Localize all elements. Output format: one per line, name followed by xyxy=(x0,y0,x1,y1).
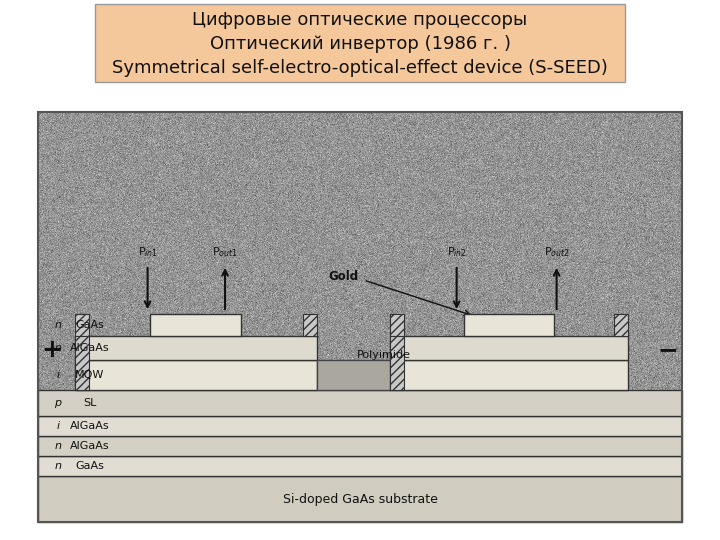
FancyBboxPatch shape xyxy=(390,336,404,390)
Text: P$_{in1}$: P$_{in1}$ xyxy=(138,245,158,259)
Text: −: − xyxy=(657,338,678,362)
Text: AlGaAs: AlGaAs xyxy=(70,441,110,451)
Text: AlGaAs: AlGaAs xyxy=(70,421,110,431)
FancyBboxPatch shape xyxy=(464,314,554,336)
FancyBboxPatch shape xyxy=(38,436,682,456)
FancyBboxPatch shape xyxy=(95,4,625,82)
FancyBboxPatch shape xyxy=(38,390,682,416)
FancyBboxPatch shape xyxy=(75,314,89,336)
FancyBboxPatch shape xyxy=(150,314,241,336)
Text: n: n xyxy=(55,461,61,471)
Text: Si-doped GaAs substrate: Si-doped GaAs substrate xyxy=(282,492,438,505)
Text: n: n xyxy=(55,320,61,330)
Text: +: + xyxy=(42,338,63,362)
Text: p: p xyxy=(55,398,62,408)
Text: i: i xyxy=(56,421,60,431)
Text: P$_{out1}$: P$_{out1}$ xyxy=(212,245,238,259)
Text: Оптический инвертор (1986 г. ): Оптический инвертор (1986 г. ) xyxy=(210,35,510,53)
FancyBboxPatch shape xyxy=(303,314,317,336)
Text: AlGaAs: AlGaAs xyxy=(70,343,110,353)
FancyBboxPatch shape xyxy=(390,314,404,336)
Text: GaAs: GaAs xyxy=(76,461,104,471)
FancyBboxPatch shape xyxy=(75,336,317,360)
Text: P$_{in2}$: P$_{in2}$ xyxy=(446,245,467,259)
Text: i: i xyxy=(56,370,60,380)
Text: Gold: Gold xyxy=(328,269,359,282)
Text: Цифровые оптические процессоры: Цифровые оптические процессоры xyxy=(192,11,528,29)
Text: Polyimide: Polyimide xyxy=(356,350,410,360)
FancyBboxPatch shape xyxy=(317,360,390,390)
FancyBboxPatch shape xyxy=(614,314,628,336)
FancyBboxPatch shape xyxy=(38,456,682,476)
FancyBboxPatch shape xyxy=(38,476,682,522)
Text: n: n xyxy=(55,343,61,353)
Text: SL: SL xyxy=(84,398,96,408)
FancyBboxPatch shape xyxy=(75,336,89,390)
FancyBboxPatch shape xyxy=(390,360,628,390)
Text: Symmetrical self-electro-optical-effect device (S-SEED): Symmetrical self-electro-optical-effect … xyxy=(112,59,608,77)
FancyBboxPatch shape xyxy=(75,360,317,390)
Text: MQW: MQW xyxy=(76,370,104,380)
Text: P$_{out2}$: P$_{out2}$ xyxy=(544,245,570,259)
Text: GaAs: GaAs xyxy=(76,320,104,330)
FancyBboxPatch shape xyxy=(390,336,628,360)
FancyBboxPatch shape xyxy=(38,416,682,436)
Text: n: n xyxy=(55,441,61,451)
